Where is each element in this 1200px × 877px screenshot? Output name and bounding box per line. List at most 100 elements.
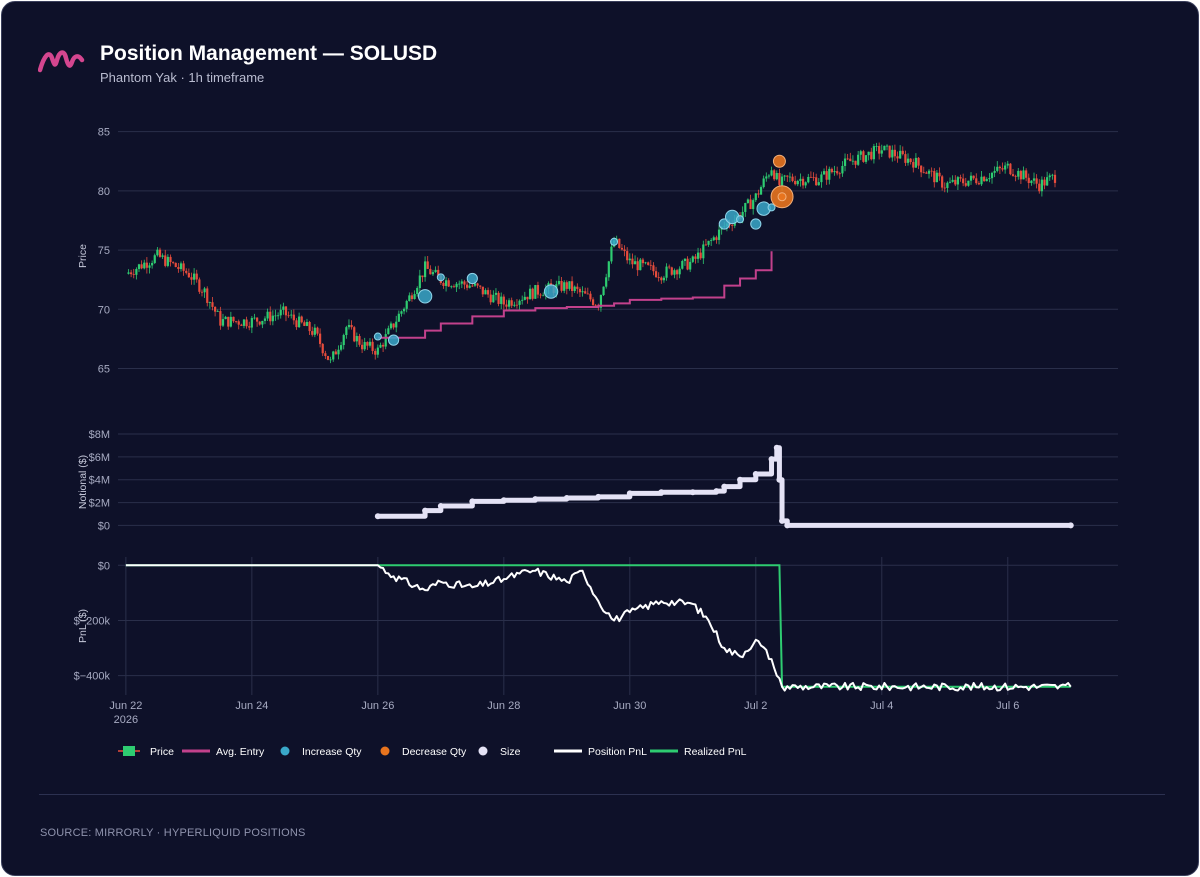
- candle-body: [633, 261, 637, 265]
- candle-body: [691, 256, 694, 262]
- candle-body: [799, 178, 802, 181]
- candle-body: [211, 302, 214, 307]
- increase-qty-marker: [750, 218, 762, 230]
- candle-body: [353, 327, 356, 342]
- candle-body: [683, 258, 687, 261]
- candle-body: [570, 281, 574, 291]
- legend-swatch: [123, 746, 135, 756]
- x-tick-label: Jun 26: [361, 700, 394, 712]
- legend-label: Increase Qty: [302, 746, 362, 758]
- legend-swatch: [478, 746, 488, 756]
- increase-qty-marker: [466, 272, 478, 285]
- candle-body: [311, 331, 314, 335]
- candle-body: [366, 342, 369, 346]
- candle-body: [893, 149, 897, 157]
- legend-item: Position PnL: [554, 746, 647, 758]
- candle-body: [135, 269, 138, 275]
- candle-body: [358, 336, 361, 345]
- candle-body: [342, 335, 345, 346]
- candle-body: [379, 344, 382, 348]
- candle-body: [912, 162, 915, 168]
- candle-body: [1051, 174, 1054, 176]
- candle-body: [686, 258, 689, 270]
- candle-body: [479, 285, 482, 287]
- position-pnl-line: [125, 564, 1072, 692]
- candle-body: [187, 272, 190, 278]
- candle-body: [875, 146, 878, 147]
- candle-body: [883, 145, 886, 151]
- candle-body: [127, 272, 130, 274]
- candle-body: [395, 321, 398, 328]
- price-axis-title: Price: [77, 244, 89, 268]
- legend-item: Price: [118, 746, 174, 758]
- size-marker: [773, 444, 780, 451]
- candle-body: [967, 180, 970, 186]
- candle-body: [418, 275, 421, 289]
- candle-body: [662, 277, 666, 281]
- candle-body: [169, 256, 172, 263]
- candle-body: [599, 295, 603, 308]
- candle-body: [591, 299, 595, 306]
- candle-body: [1032, 178, 1036, 181]
- candle-body: [253, 317, 256, 319]
- legend-label: Avg. Entry: [216, 746, 265, 758]
- candle-body: [200, 291, 204, 293]
- candle-body: [1006, 163, 1009, 166]
- candle-body: [500, 296, 503, 304]
- candle-body: [783, 175, 786, 177]
- size-marker: [713, 488, 720, 495]
- candle-body: [313, 327, 316, 335]
- candle-body: [486, 290, 490, 295]
- candle-body: [510, 300, 513, 306]
- candle-body: [665, 266, 668, 278]
- candle-body: [647, 262, 650, 265]
- candle-body: [754, 193, 757, 201]
- candle-body: [158, 249, 162, 257]
- size-marker: [737, 476, 744, 483]
- candle-body: [610, 246, 613, 262]
- candle-body: [140, 264, 143, 269]
- candle-body: [872, 146, 876, 160]
- candle-body: [295, 320, 298, 328]
- candle-body: [794, 180, 797, 185]
- increase-qty-marker: [610, 237, 619, 246]
- candle-body: [232, 316, 235, 322]
- candle-body: [878, 146, 881, 154]
- candle-body: [899, 150, 902, 159]
- candle-body: [450, 286, 453, 288]
- legend-label: Realized PnL: [684, 746, 747, 758]
- candle-body: [347, 324, 351, 328]
- candle-body: [473, 283, 477, 286]
- candle-body: [964, 183, 967, 186]
- size-marker: [689, 489, 696, 496]
- candle-body: [303, 322, 306, 326]
- legend-label: Decrease Qty: [402, 746, 467, 758]
- size-marker: [768, 456, 775, 463]
- candle-body: [426, 261, 429, 269]
- candle-body: [922, 172, 925, 174]
- realized-pnl-line: [125, 564, 1071, 688]
- candle-body: [465, 284, 469, 288]
- candle-body: [746, 199, 750, 203]
- candle-body: [867, 151, 870, 156]
- candle-body: [387, 328, 390, 335]
- candle-body: [405, 300, 408, 309]
- size-marker: [563, 495, 570, 501]
- candle-body: [573, 286, 576, 291]
- pnl-y-tick-label: $−400k: [74, 671, 111, 683]
- candle-body: [389, 323, 393, 329]
- candle-body: [780, 176, 784, 186]
- candle-body: [715, 237, 718, 240]
- candle-body: [996, 166, 999, 171]
- candle-body: [539, 294, 542, 296]
- price-y-tick-label: 65: [98, 364, 110, 376]
- candle-body: [476, 283, 479, 286]
- candle-body: [164, 255, 167, 266]
- candle-body: [345, 327, 348, 336]
- legend-label: Position PnL: [588, 746, 647, 758]
- candle-body: [675, 270, 679, 275]
- candle-body: [515, 304, 519, 306]
- candle-body: [381, 344, 385, 347]
- candle-body: [339, 345, 343, 350]
- candle-body: [460, 281, 463, 284]
